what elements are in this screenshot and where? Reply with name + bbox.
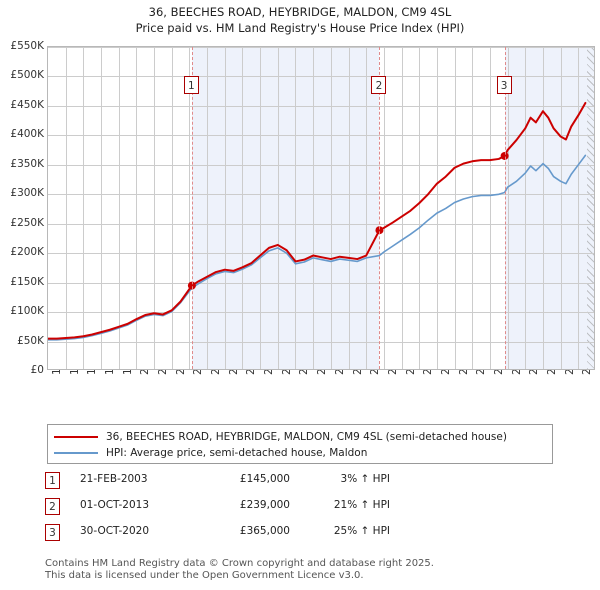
grid-line-vertical [295, 47, 297, 369]
grid-line-vertical [560, 47, 562, 369]
grid-line-vertical [578, 47, 580, 369]
grid-line-horizontal [48, 282, 594, 284]
marker-line-1 [191, 47, 193, 369]
legend-item-hpi: HPI: Average price, semi-detached house,… [54, 445, 546, 461]
grid-line-vertical [401, 47, 403, 369]
legend-swatch-price-paid [54, 436, 98, 438]
y-axis-tick-label: £250K [10, 216, 44, 229]
y-axis-tick-label: £50K [17, 334, 44, 347]
grid-line-vertical [171, 47, 173, 369]
grid-line-vertical [542, 47, 544, 369]
grid-line-vertical [419, 47, 421, 369]
plot-area [47, 46, 595, 370]
grid-line-vertical [101, 47, 103, 369]
grid-line-horizontal [48, 135, 594, 137]
legend-label-price-paid: 36, BEECHES ROAD, HEYBRIDGE, MALDON, CM9… [106, 431, 507, 443]
transaction-hpi-delta: 21% ↑ HPI [333, 499, 390, 511]
y-axis-tick-label: £200K [10, 246, 44, 259]
transaction-price: £145,000 [239, 473, 290, 485]
grid-line-horizontal [48, 223, 594, 225]
y-axis-tick-label: £550K [10, 40, 44, 52]
grid-line-horizontal [48, 164, 594, 166]
footer-line-1: Contains HM Land Registry data © Crown c… [45, 558, 434, 569]
grid-line-horizontal [48, 194, 594, 196]
grid-line-vertical [189, 47, 191, 369]
legend-swatch-hpi [54, 452, 98, 454]
transactions-table: 1 21-FEB-2003 £145,000 3% ↑ HPI 2 01-OCT… [45, 470, 465, 548]
hatched-forecast-region [587, 47, 594, 369]
grid-line-vertical [136, 47, 138, 369]
y-axis-tick-label: £150K [10, 275, 44, 288]
marker-badge-2[interactable]: 2 [371, 76, 387, 94]
chart-container: £0 £50K £100K £150K £200K £250K £300K £350K £400… [0, 40, 600, 380]
marker-badge-3[interactable]: 3 [496, 76, 512, 94]
transaction-hpi-delta: 25% ↑ HPI [333, 525, 390, 537]
transaction-hpi-delta: 3% ↑ HPI [340, 473, 390, 485]
table-row: 2 01-OCT-2013 £239,000 21% ↑ HPI [45, 496, 465, 522]
page-title: 36, BEECHES ROAD, HEYBRIDGE, MALDON, CM9… [0, 4, 600, 36]
grid-line-vertical [366, 47, 368, 369]
grid-line-vertical [118, 47, 120, 369]
title-line-1: 36, BEECHES ROAD, HEYBRIDGE, MALDON, CM9… [148, 5, 452, 19]
transaction-date: 01-OCT-2013 [80, 499, 149, 511]
transaction-price: £365,000 [239, 525, 290, 537]
grid-line-vertical [65, 47, 67, 369]
transaction-index-badge: 1 [45, 472, 60, 489]
y-axis-tick-label: £300K [10, 187, 44, 200]
transaction-index-badge: 2 [45, 498, 60, 515]
grid-line-vertical [489, 47, 491, 369]
transaction-price: £239,000 [239, 499, 290, 511]
grid-line-vertical [224, 47, 226, 369]
y-axis-tick-label: £500K [10, 69, 44, 82]
table-row: 1 21-FEB-2003 £145,000 3% ↑ HPI [45, 470, 465, 496]
table-row: 3 30-OCT-2020 £365,000 25% ↑ HPI [45, 522, 465, 548]
grid-line-horizontal [48, 341, 594, 343]
transaction-date: 21-FEB-2003 [80, 473, 148, 485]
marker-badge-1[interactable]: 1 [183, 76, 199, 94]
copyright-footer: Contains HM Land Registry data © Crown c… [45, 558, 565, 582]
transaction-index-badge: 3 [45, 524, 60, 541]
y-axis-tick-label: £350K [10, 157, 44, 170]
y-axis-tick-label: £0 [30, 364, 44, 376]
grid-line-vertical [454, 47, 456, 369]
y-axis-tick-label: £400K [10, 128, 44, 141]
grid-line-vertical [383, 47, 385, 369]
legend-label-hpi: HPI: Average price, semi-detached house,… [106, 447, 368, 459]
grid-line-vertical [313, 47, 315, 369]
grid-line-horizontal [48, 105, 594, 107]
grid-line-vertical [507, 47, 509, 369]
hpi-line [48, 154, 587, 341]
y-axis-tick-label: £100K [10, 305, 44, 318]
grid-line-horizontal [48, 76, 594, 78]
chart-legend: 36, BEECHES ROAD, HEYBRIDGE, MALDON, CM9… [47, 424, 553, 464]
footer-line-2: This data is licensed under the Open Gov… [45, 570, 364, 581]
grid-line-vertical [330, 47, 332, 369]
grid-line-vertical [207, 47, 209, 369]
shaded-band [191, 47, 380, 369]
y-axis-tick-label: £450K [10, 98, 44, 111]
grid-line-horizontal [48, 253, 594, 255]
price-paid-line [48, 101, 587, 340]
grid-line-vertical [348, 47, 350, 369]
grid-line-vertical [472, 47, 474, 369]
marker-line-3 [504, 47, 506, 369]
transaction-point-1[interactable] [187, 281, 196, 290]
grid-line-vertical [260, 47, 262, 369]
grid-line-vertical [277, 47, 279, 369]
title-line-2: Price paid vs. HM Land Registry's House … [135, 21, 465, 35]
grid-line-horizontal [48, 47, 594, 48]
legend-item-price-paid: 36, BEECHES ROAD, HEYBRIDGE, MALDON, CM9… [54, 429, 546, 445]
grid-line-vertical [242, 47, 244, 369]
grid-line-vertical [436, 47, 438, 369]
grid-line-vertical [525, 47, 527, 369]
grid-line-vertical [154, 47, 156, 369]
marker-line-2 [379, 47, 381, 369]
transaction-date: 30-OCT-2020 [80, 525, 149, 537]
series-lines [48, 101, 587, 341]
grid-line-horizontal [48, 312, 594, 314]
grid-line-vertical [83, 47, 85, 369]
